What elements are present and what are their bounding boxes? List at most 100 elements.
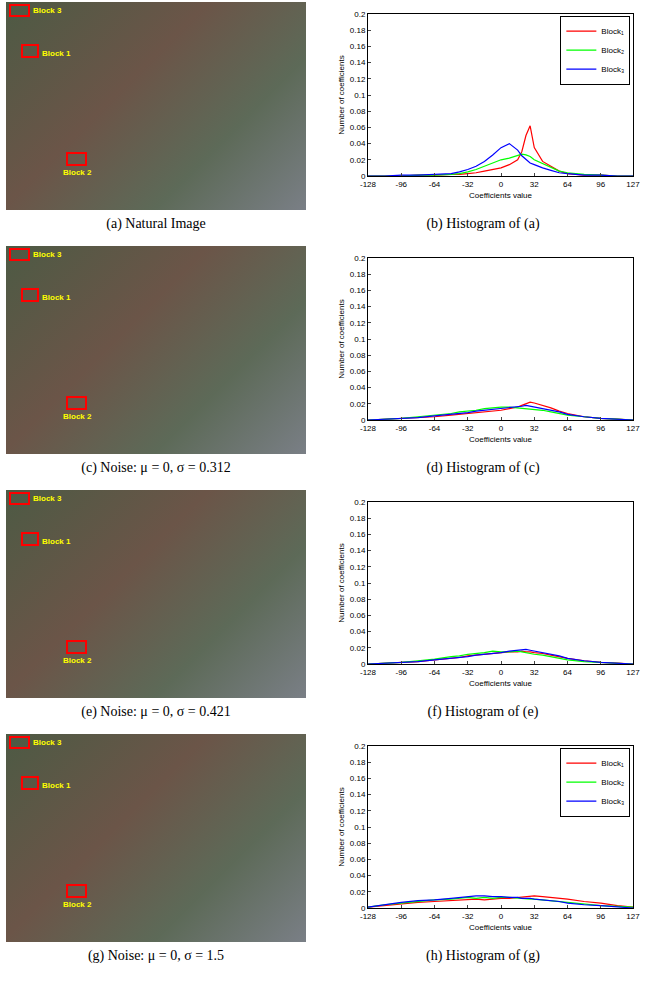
svg-text:-96: -96 — [395, 180, 407, 189]
svg-text:Coefficients value: Coefficients value — [469, 191, 533, 200]
svg-text:0.06: 0.06 — [350, 855, 366, 864]
svg-text:Coefficients value: Coefficients value — [469, 923, 533, 932]
svg-text:0: 0 — [361, 904, 366, 913]
svg-text:-96: -96 — [395, 912, 407, 921]
svg-text:0: 0 — [499, 668, 504, 677]
svg-text:0.2: 0.2 — [354, 254, 366, 263]
svg-text:127: 127 — [626, 912, 640, 921]
svg-text:Block₂: Block₂ — [601, 778, 624, 787]
svg-text:0.1: 0.1 — [354, 335, 366, 344]
svg-text:0.18: 0.18 — [350, 26, 366, 35]
svg-text:Number of coefficients: Number of coefficients — [337, 299, 346, 378]
svg-text:0.12: 0.12 — [350, 807, 366, 816]
svg-text:Block₁: Block₁ — [601, 759, 624, 768]
svg-text:0.04: 0.04 — [350, 627, 366, 636]
svg-text:0.18: 0.18 — [350, 758, 366, 767]
html-text:(b) Histogram of (a): (b) Histogram of (a) — [426, 216, 540, 231]
svg-text:Block₂: Block₂ — [601, 46, 624, 55]
svg-text:-96: -96 — [395, 668, 407, 677]
html-text:(d) Histogram of (c): (d) Histogram of (c) — [426, 460, 540, 475]
svg-text:-32: -32 — [462, 668, 474, 677]
svg-text:0: 0 — [361, 416, 366, 425]
html-text:(a) Natural Image: (a) Natural Image — [106, 216, 206, 231]
svg-text:-32: -32 — [462, 180, 474, 189]
svg-text:0.06: 0.06 — [350, 367, 366, 376]
svg-text:127: 127 — [626, 668, 640, 677]
svg-text:-128: -128 — [360, 668, 377, 677]
svg-text:Coefficients value: Coefficients value — [469, 679, 533, 688]
svg-text:0.08: 0.08 — [350, 839, 366, 848]
svg-text:64: 64 — [563, 668, 572, 677]
svg-text:0.08: 0.08 — [350, 351, 366, 360]
svg-text:Coefficients value: Coefficients value — [469, 435, 533, 444]
svg-text:-64: -64 — [429, 424, 441, 433]
svg-text:0.06: 0.06 — [350, 611, 366, 620]
svg-text:0.16: 0.16 — [350, 774, 366, 783]
html-text:(e) Noise: μ = 0, σ = 0.421: (e) Noise: μ = 0, σ = 0.421 — [81, 704, 231, 719]
svg-text:0.1: 0.1 — [354, 91, 366, 100]
svg-text:0.08: 0.08 — [350, 595, 366, 604]
svg-text:0: 0 — [361, 172, 366, 181]
svg-text:96: 96 — [596, 668, 605, 677]
svg-text:0.16: 0.16 — [350, 286, 366, 295]
svg-text:32: 32 — [530, 912, 539, 921]
svg-text:0.12: 0.12 — [350, 75, 366, 84]
svg-text:0.14: 0.14 — [350, 302, 366, 311]
svg-text:0.12: 0.12 — [350, 319, 366, 328]
svg-text:0.18: 0.18 — [350, 270, 366, 279]
svg-text:Block₁: Block₁ — [601, 27, 624, 36]
svg-text:Number of coefficients: Number of coefficients — [337, 787, 346, 866]
svg-text:64: 64 — [563, 180, 572, 189]
svg-text:-64: -64 — [429, 180, 441, 189]
svg-text:64: 64 — [563, 912, 572, 921]
svg-text:32: 32 — [530, 668, 539, 677]
svg-text:0.04: 0.04 — [350, 871, 366, 880]
svg-text:0.16: 0.16 — [350, 530, 366, 539]
html-text:(f) Histogram of (e): (f) Histogram of (e) — [427, 704, 539, 719]
svg-text:0.04: 0.04 — [350, 383, 366, 392]
svg-text:96: 96 — [596, 912, 605, 921]
svg-text:0.1: 0.1 — [354, 579, 366, 588]
svg-text:0.2: 0.2 — [354, 742, 366, 751]
svg-text:-32: -32 — [462, 912, 474, 921]
svg-text:0.08: 0.08 — [350, 107, 366, 116]
svg-text:0.02: 0.02 — [350, 156, 366, 165]
svg-text:0.14: 0.14 — [350, 546, 366, 555]
svg-text:Number of coefficients: Number of coefficients — [337, 55, 346, 134]
svg-text:Block₃: Block₃ — [601, 65, 624, 74]
svg-text:0.14: 0.14 — [350, 790, 366, 799]
svg-text:-32: -32 — [462, 424, 474, 433]
svg-text:64: 64 — [563, 424, 572, 433]
svg-text:0.02: 0.02 — [350, 644, 366, 653]
svg-text:-128: -128 — [360, 180, 377, 189]
svg-text:0.2: 0.2 — [354, 498, 366, 507]
svg-text:0.1: 0.1 — [354, 823, 366, 832]
svg-text:127: 127 — [626, 180, 640, 189]
html-text:(c) Noise: μ = 0, σ = 0.312: (c) Noise: μ = 0, σ = 0.312 — [81, 460, 231, 475]
svg-text:-128: -128 — [360, 424, 377, 433]
svg-text:0.02: 0.02 — [350, 400, 366, 409]
svg-text:-128: -128 — [360, 912, 377, 921]
svg-text:0.04: 0.04 — [350, 139, 366, 148]
svg-text:96: 96 — [596, 180, 605, 189]
svg-text:32: 32 — [530, 180, 539, 189]
svg-text:0.06: 0.06 — [350, 123, 366, 132]
svg-text:0: 0 — [499, 424, 504, 433]
svg-text:Block₃: Block₃ — [601, 797, 624, 806]
svg-text:-64: -64 — [429, 912, 441, 921]
svg-text:0.18: 0.18 — [350, 514, 366, 523]
svg-text:0: 0 — [499, 180, 504, 189]
svg-text:-96: -96 — [395, 424, 407, 433]
svg-text:0.02: 0.02 — [350, 888, 366, 897]
svg-text:Number of coefficients: Number of coefficients — [337, 543, 346, 622]
svg-text:-64: -64 — [429, 668, 441, 677]
svg-text:0.2: 0.2 — [354, 10, 366, 19]
svg-text:0: 0 — [361, 660, 366, 669]
svg-text:32: 32 — [530, 424, 539, 433]
svg-text:96: 96 — [596, 424, 605, 433]
svg-text:0.14: 0.14 — [350, 58, 366, 67]
svg-text:127: 127 — [626, 424, 640, 433]
svg-text:0.12: 0.12 — [350, 563, 366, 572]
svg-text:0: 0 — [499, 912, 504, 921]
svg-text:0.16: 0.16 — [350, 42, 366, 51]
